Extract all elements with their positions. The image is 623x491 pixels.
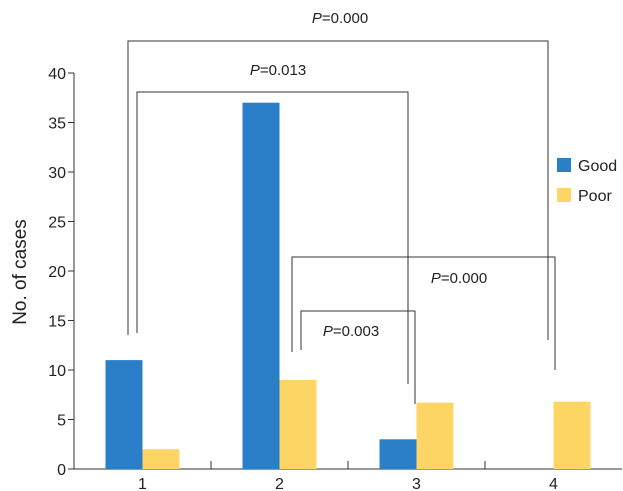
bar-poor-3 xyxy=(416,402,454,469)
y-tick-label: 30 xyxy=(48,165,66,182)
y-tick-label: 15 xyxy=(48,314,66,331)
legend-swatch-good xyxy=(557,158,571,172)
significance-bracket xyxy=(291,256,556,370)
p-value: =0.000 xyxy=(322,10,368,27)
y-tick-label: 40 xyxy=(48,66,66,83)
p-symbol: P xyxy=(431,270,441,287)
x-tick-label: 1 xyxy=(138,476,147,491)
p-value: =0.013 xyxy=(260,62,306,79)
x-tick-label: 3 xyxy=(412,476,421,491)
y-tick-label: 5 xyxy=(57,413,66,430)
p-value-label: P=0.003 xyxy=(323,323,379,340)
legend-swatch-poor xyxy=(557,188,571,202)
y-tick-label: 10 xyxy=(48,363,66,380)
bar-good-3 xyxy=(379,439,417,469)
y-tick-label: 35 xyxy=(48,116,66,133)
chart-bars xyxy=(105,102,591,469)
p-value: =0.003 xyxy=(333,323,379,340)
significance-bracket xyxy=(300,310,416,404)
bar-poor-4 xyxy=(553,401,591,469)
legend-label-poor: Poor xyxy=(578,188,612,205)
y-axis-label: No. of cases xyxy=(10,219,31,325)
y-tick-label: 20 xyxy=(48,264,66,281)
y-tick-label: 25 xyxy=(48,215,66,232)
p-value-label: P=0.000 xyxy=(312,10,368,27)
bar-poor-2 xyxy=(279,379,317,469)
p-symbol: P xyxy=(250,62,260,79)
legend-label-good: Good xyxy=(578,158,617,175)
p-symbol: P xyxy=(323,323,333,340)
bar-poor-1 xyxy=(142,449,180,469)
x-tick-label: 4 xyxy=(549,476,558,491)
chart-legend: Good Poor xyxy=(557,158,617,205)
significance-bracket xyxy=(127,40,549,340)
y-tick-label: 0 xyxy=(57,462,66,479)
p-value-label: P=0.000 xyxy=(431,270,487,287)
x-tick-label: 2 xyxy=(275,476,284,491)
significance-bracket xyxy=(136,91,409,384)
bar-good-2 xyxy=(242,102,280,469)
bar-good-1 xyxy=(105,360,143,469)
p-value-label: P=0.013 xyxy=(250,62,306,79)
p-symbol: P xyxy=(312,10,322,27)
p-value: =0.000 xyxy=(441,270,487,287)
